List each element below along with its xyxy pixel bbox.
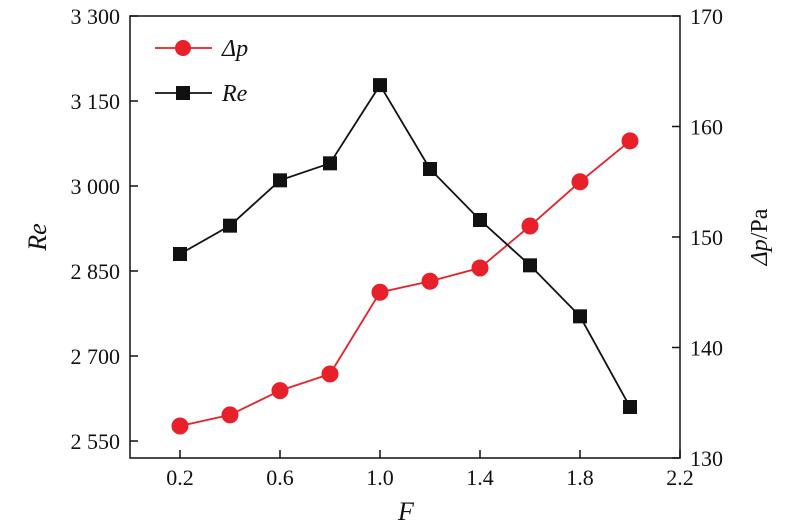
x-tick-label: 2.2 [666,465,694,490]
data-point-delta-p [521,217,539,235]
data-point-delta-p [421,272,439,290]
data-point-delta-p [321,365,339,383]
y-left-axis-ticks: 2 550 2 700 2 850 3 000 3 150 3 300 [71,4,138,454]
data-point-re [623,400,637,414]
series-layer [171,78,639,435]
x-axis-ticks: 0.2 0.6 1.0 1.4 1.8 2.2 [166,450,694,490]
legend-label-delta-p: Δp [221,36,248,62]
series-delta-p [171,132,639,435]
data-point-delta-p [171,417,189,435]
data-point-delta-p [371,283,389,301]
legend: Δp Re [155,36,248,107]
data-point-re [323,156,337,171]
data-point-delta-p [271,382,289,400]
data-point-re [573,309,587,324]
y-right-tick-label: 150 [690,225,723,250]
series-re [173,78,637,414]
y-left-tick-label: 2 550 [71,429,121,454]
series-line-delta-p [179,140,631,427]
plot-frame [129,15,681,459]
y-right-tick-label: 140 [690,336,723,361]
data-point-delta-p [471,259,489,277]
data-point-re [423,162,437,176]
x-axis-label: F [397,497,415,526]
x-tick-label: 0.6 [266,465,294,490]
x-tick-label: 1.8 [566,465,594,490]
x-tick-label: 1.4 [466,465,494,490]
y-left-tick-label: 3 300 [71,4,121,29]
y-left-axis-label: Re [23,223,52,251]
data-point-delta-p [221,406,239,424]
y-left-tick-label: 2 850 [71,259,121,284]
data-point-re [173,247,187,261]
y-right-axis-ticks: 130 140 150 160 170 [672,4,723,471]
y-left-tick-label: 3 150 [71,89,121,114]
y-left-tick-label: 2 700 [71,344,121,369]
data-point-delta-p [621,132,639,150]
data-point-delta-p [571,173,589,191]
y-right-axis-label-unit: /Pa [747,208,773,239]
data-point-re [273,173,287,188]
y-right-tick-label: 160 [690,115,723,140]
data-point-re [373,78,387,93]
series-line-re [179,83,631,408]
y-right-axis-label: Δp/Pa [747,208,773,266]
axes [129,15,681,459]
legend-marker-re [176,86,190,100]
data-point-re [223,218,237,233]
data-point-re [473,213,487,227]
x-tick-label: 0.2 [166,465,194,490]
legend-marker-delta-p [175,40,191,56]
x-tick-label: 1.0 [366,465,394,490]
y-left-tick-label: 3 000 [71,174,121,199]
data-point-re [523,258,537,273]
legend-label-re: Re [221,81,248,107]
y-right-tick-label: 130 [690,446,723,471]
y-right-axis-label-quantity: Δp [747,239,773,266]
y-right-tick-label: 170 [690,4,723,29]
